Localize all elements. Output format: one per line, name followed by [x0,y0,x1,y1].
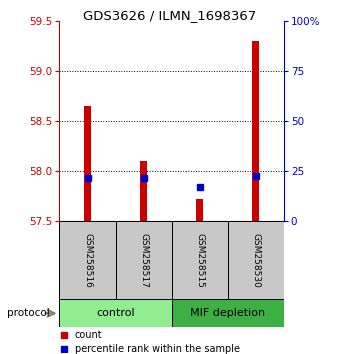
Bar [253,41,259,221]
Text: GSM258517: GSM258517 [139,233,148,288]
Text: GDS3626 / ILMN_1698367: GDS3626 / ILMN_1698367 [83,9,257,22]
Text: count: count [75,330,102,340]
Bar [172,221,228,299]
Bar [59,221,116,299]
Text: GSM258530: GSM258530 [251,233,260,288]
Text: MIF depletion: MIF depletion [190,308,265,318]
Bar [140,161,147,221]
Text: GSM258515: GSM258515 [195,233,204,288]
Bar [84,106,91,221]
Bar [197,199,203,221]
Text: percentile rank within the sample: percentile rank within the sample [75,344,240,354]
Bar [116,221,172,299]
Text: protocol: protocol [7,308,50,318]
Bar [228,221,284,299]
Bar [59,299,172,327]
Text: control: control [96,308,135,318]
Bar [172,299,284,327]
Text: GSM258516: GSM258516 [83,233,92,288]
